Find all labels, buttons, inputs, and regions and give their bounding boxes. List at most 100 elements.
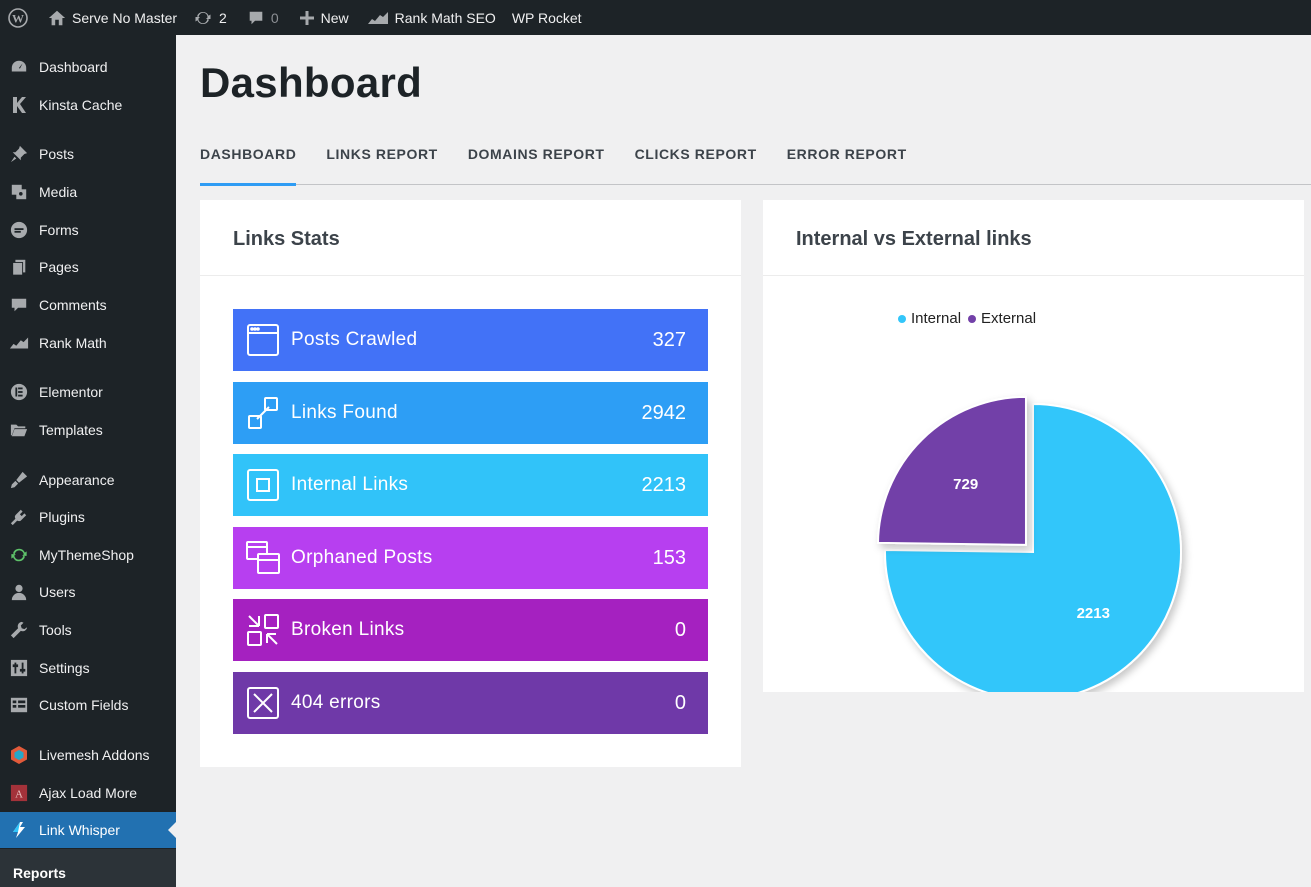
sidebar-item-posts[interactable]: Posts	[0, 136, 176, 172]
new-label: New	[320, 9, 349, 26]
stat-value: 153	[652, 546, 686, 569]
sidebar-item-custom-fields[interactable]: Custom Fields	[0, 687, 176, 723]
stat-internal-links[interactable]: Internal Links 2213	[233, 454, 708, 516]
internal-external-chart-panel: Internal vs External links Internal Exte…	[763, 200, 1304, 692]
sidebar-item-comments[interactable]: Comments	[0, 287, 176, 323]
tab-domains-report[interactable]: DOMAINS REPORT	[467, 146, 605, 162]
stat-404-errors[interactable]: 404 errors 0	[233, 672, 708, 734]
updates-count: 2	[219, 9, 227, 26]
tab-dashboard[interactable]: DASHBOARD	[200, 141, 297, 186]
main-content: Dashboard DASHBOARD LINKS REPORT DOMAINS…	[176, 35, 1311, 887]
link-icon	[246, 396, 280, 430]
sidebar-item-ajax-load-more[interactable]: A Ajax Load More	[0, 775, 176, 811]
new-content-link[interactable]: New	[287, 0, 357, 35]
sidebar-item-pages[interactable]: Pages	[0, 249, 176, 285]
stat-value: 2942	[641, 401, 687, 424]
site-name-link[interactable]: Serve No Master	[36, 0, 185, 35]
sidebar-item-label: Comments	[39, 297, 107, 313]
home-icon	[48, 10, 66, 25]
comment-icon	[249, 11, 263, 24]
legend-swatch	[968, 314, 977, 323]
sidebar-item-forms[interactable]: Forms	[0, 212, 176, 248]
legend-label: Internal	[911, 310, 962, 327]
sidebar-item-tools[interactable]: Tools	[0, 612, 176, 648]
stat-value: 0	[674, 691, 686, 714]
chart-legend: Internal External	[898, 310, 1043, 327]
grid-icon	[9, 695, 29, 715]
updates-link[interactable]: 2	[185, 0, 235, 35]
stat-orphaned-posts[interactable]: Orphaned Posts 153	[233, 527, 708, 589]
legend-item-internal[interactable]: Internal	[898, 310, 961, 327]
pie-data-label: 2213	[1077, 605, 1110, 622]
svg-text:W: W	[12, 11, 24, 25]
links-stats-panel: Links Stats Posts Crawled 327 Links Foun…	[200, 200, 741, 767]
stat-label: Orphaned Posts	[291, 547, 433, 568]
wp-rocket-link[interactable]: WP Rocket	[504, 0, 590, 35]
sidebar-item-livemesh-addons[interactable]: Livemesh Addons	[0, 737, 176, 773]
admin-bar: W Serve No Master 2 0 New Rank Math SEO …	[0, 0, 1311, 35]
comments-count: 0	[270, 9, 279, 26]
sidebar-item-label: Rank Math	[39, 335, 107, 351]
plus-icon	[299, 10, 314, 25]
wordpress-logo-icon[interactable]: W	[0, 0, 36, 35]
links-stats-title: Links Stats	[200, 200, 741, 276]
sidebar-item-kinsta-cache[interactable]: Kinsta Cache	[0, 87, 176, 123]
stat-posts-crawled[interactable]: Posts Crawled 327	[233, 309, 708, 371]
sidebar-item-label: Media	[39, 184, 78, 200]
stat-label: 404 errors	[291, 692, 381, 713]
stat-label: Internal Links	[291, 474, 409, 495]
forms-icon	[9, 220, 29, 240]
rank-math-seo-label: Rank Math SEO	[394, 9, 496, 26]
pie-slice-internal[interactable]	[884, 402, 1182, 692]
updates-icon	[195, 11, 211, 24]
legend-item-external[interactable]: External	[968, 310, 1036, 327]
sidebar-item-label: Settings	[39, 660, 90, 676]
rank-math-seo-link[interactable]: Rank Math SEO	[357, 0, 504, 35]
plugin-icon	[9, 507, 29, 527]
sidebar-item-elementor[interactable]: Elementor	[0, 374, 176, 410]
comments-link[interactable]: 0	[235, 0, 287, 35]
settings-icon	[9, 658, 29, 678]
stat-value: 0	[674, 618, 686, 641]
x-box-icon	[246, 686, 280, 720]
broken-link-icon	[246, 613, 280, 647]
tab-links-report[interactable]: LINKS REPORT	[326, 146, 438, 162]
sidebar-item-settings[interactable]: Settings	[0, 650, 176, 686]
sidebar-item-media[interactable]: Media	[0, 174, 176, 210]
sidebar-item-dashboard[interactable]: Dashboard	[0, 49, 176, 85]
sidebar-item-plugins[interactable]: Plugins	[0, 499, 176, 535]
dashboard-icon	[9, 57, 29, 77]
stat-value: 2213	[641, 473, 687, 496]
stat-broken-links[interactable]: Broken Links 0	[233, 599, 708, 661]
tab-clicks-report[interactable]: CLICKS REPORT	[634, 146, 757, 162]
sidebar-item-users[interactable]: Users	[0, 574, 176, 610]
sidebar-item-label: Forms	[39, 222, 79, 238]
sidebar-item-mythemeshop[interactable]: MyThemeShop	[0, 537, 176, 573]
sidebar-item-label: Custom Fields	[39, 697, 129, 713]
sidebar-item-label: Kinsta Cache	[39, 97, 123, 113]
user-icon	[9, 582, 29, 602]
square-icon	[246, 468, 280, 502]
pie-data-label: 729	[953, 476, 978, 493]
sidebar-submenu-label: Reports	[13, 865, 66, 881]
pin-icon	[9, 144, 29, 164]
elementor-icon	[9, 382, 29, 402]
chart-panel-title: Internal vs External links	[763, 200, 1304, 276]
tab-error-report[interactable]: ERROR REPORT	[786, 146, 907, 162]
pie-slice-external[interactable]	[876, 395, 1027, 546]
sidebar-item-label: Livemesh Addons	[39, 747, 150, 763]
site-name-label: Serve No Master	[72, 9, 178, 26]
sidebar-submenu-reports[interactable]: Reports	[0, 849, 176, 887]
sidebar-item-appearance[interactable]: Appearance	[0, 462, 176, 498]
wp-rocket-label: WP Rocket	[511, 9, 582, 26]
wrench-icon	[9, 620, 29, 640]
comment-icon	[9, 295, 29, 315]
sidebar-item-link-whisper[interactable]: Link Whisper	[0, 812, 176, 848]
sidebar-item-label: Link Whisper	[39, 822, 120, 838]
sidebar-item-templates[interactable]: Templates	[0, 412, 176, 448]
sidebar-item-label: Posts	[39, 146, 75, 162]
stat-links-found[interactable]: Links Found 2942	[233, 382, 708, 444]
sidebar-item-rank-math[interactable]: Rank Math	[0, 325, 176, 361]
stat-label: Broken Links	[291, 619, 405, 640]
refresh-icon	[9, 545, 29, 565]
